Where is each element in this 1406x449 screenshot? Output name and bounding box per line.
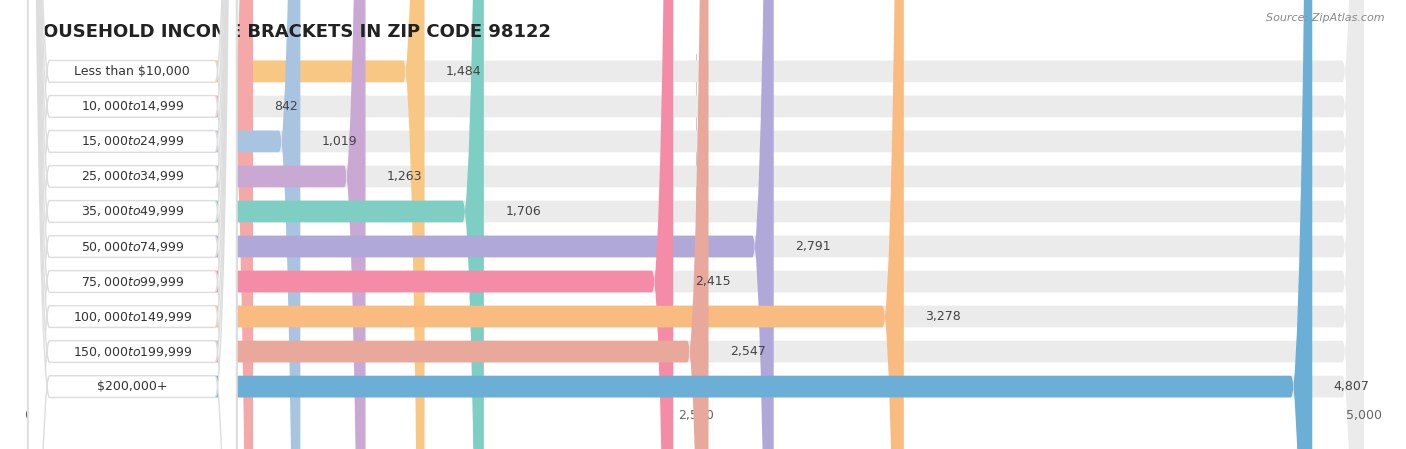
Text: $200,000+: $200,000+: [97, 380, 167, 393]
FancyBboxPatch shape: [28, 0, 709, 449]
FancyBboxPatch shape: [28, 0, 1364, 449]
Text: $35,000 to $49,999: $35,000 to $49,999: [80, 204, 184, 219]
FancyBboxPatch shape: [28, 0, 1364, 449]
FancyBboxPatch shape: [28, 0, 236, 449]
FancyBboxPatch shape: [28, 0, 236, 449]
FancyBboxPatch shape: [28, 0, 1364, 449]
Text: 1,263: 1,263: [387, 170, 422, 183]
Text: 2,791: 2,791: [794, 240, 831, 253]
Text: 1,484: 1,484: [446, 65, 481, 78]
FancyBboxPatch shape: [28, 0, 1364, 449]
Text: 1,706: 1,706: [505, 205, 541, 218]
FancyBboxPatch shape: [28, 0, 236, 449]
FancyBboxPatch shape: [28, 0, 253, 449]
FancyBboxPatch shape: [28, 0, 236, 449]
Text: HOUSEHOLD INCOME BRACKETS IN ZIP CODE 98122: HOUSEHOLD INCOME BRACKETS IN ZIP CODE 98…: [28, 23, 551, 41]
FancyBboxPatch shape: [28, 0, 236, 449]
FancyBboxPatch shape: [28, 0, 904, 449]
FancyBboxPatch shape: [28, 0, 673, 449]
FancyBboxPatch shape: [28, 0, 484, 449]
FancyBboxPatch shape: [28, 0, 1364, 449]
Text: $10,000 to $14,999: $10,000 to $14,999: [80, 99, 184, 114]
FancyBboxPatch shape: [28, 0, 236, 449]
Text: $15,000 to $24,999: $15,000 to $24,999: [80, 134, 184, 149]
Text: $150,000 to $199,999: $150,000 to $199,999: [73, 344, 193, 359]
Text: $100,000 to $149,999: $100,000 to $149,999: [73, 309, 193, 324]
FancyBboxPatch shape: [28, 0, 1364, 449]
Text: Less than $10,000: Less than $10,000: [75, 65, 190, 78]
Text: $50,000 to $74,999: $50,000 to $74,999: [80, 239, 184, 254]
FancyBboxPatch shape: [28, 0, 425, 449]
FancyBboxPatch shape: [28, 0, 1364, 449]
Text: 4,807: 4,807: [1334, 380, 1369, 393]
Text: 1,019: 1,019: [322, 135, 357, 148]
FancyBboxPatch shape: [28, 0, 773, 449]
Text: 2,415: 2,415: [695, 275, 730, 288]
FancyBboxPatch shape: [28, 0, 1312, 449]
FancyBboxPatch shape: [28, 0, 1364, 449]
FancyBboxPatch shape: [28, 0, 1364, 449]
FancyBboxPatch shape: [28, 0, 366, 449]
FancyBboxPatch shape: [28, 0, 301, 449]
FancyBboxPatch shape: [28, 0, 236, 449]
FancyBboxPatch shape: [28, 0, 236, 449]
Text: $75,000 to $99,999: $75,000 to $99,999: [80, 274, 184, 289]
FancyBboxPatch shape: [28, 0, 236, 449]
FancyBboxPatch shape: [28, 0, 236, 449]
Text: Source: ZipAtlas.com: Source: ZipAtlas.com: [1267, 13, 1385, 23]
Text: 842: 842: [274, 100, 298, 113]
Text: $25,000 to $34,999: $25,000 to $34,999: [80, 169, 184, 184]
FancyBboxPatch shape: [28, 0, 1364, 449]
Text: 3,278: 3,278: [925, 310, 960, 323]
Text: 2,547: 2,547: [730, 345, 766, 358]
